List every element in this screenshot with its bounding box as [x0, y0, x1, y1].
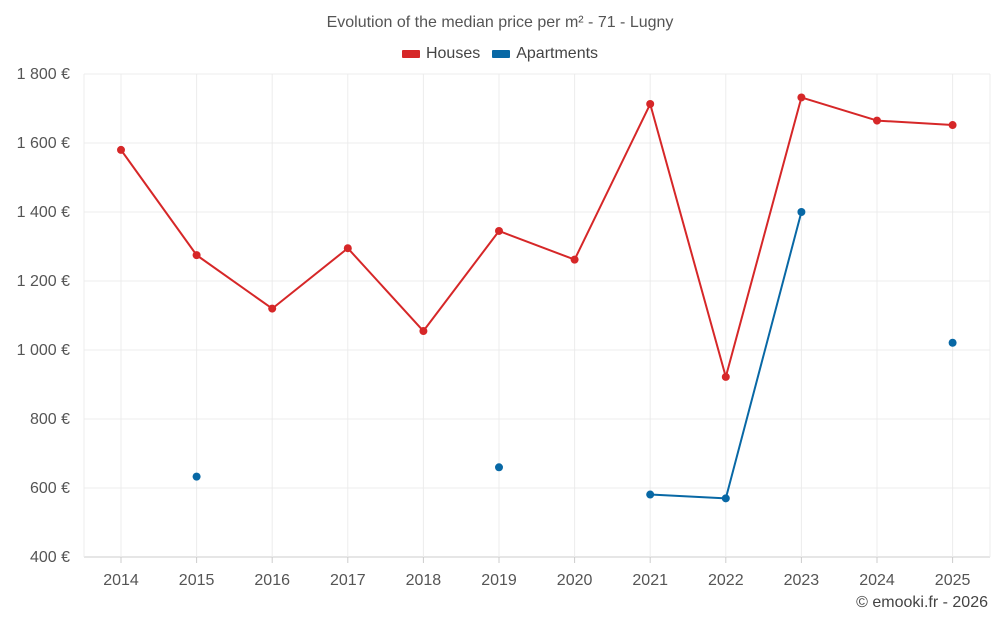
data-point-houses[interactable]: [797, 93, 806, 102]
data-point-apartments[interactable]: [721, 494, 730, 503]
x-tick-label: 2018: [406, 572, 442, 589]
legend-label-houses: Houses: [425, 45, 481, 62]
data-point-houses[interactable]: [192, 251, 201, 260]
x-tick-label: 2022: [708, 572, 744, 589]
legend-swatch-apartments: [492, 50, 511, 58]
y-tick-label: 1 800 €: [17, 66, 70, 83]
legend-item-houses[interactable]: Houses: [401, 45, 481, 63]
x-tick-label: 2014: [103, 572, 139, 589]
x-tick-label: 2019: [481, 572, 517, 589]
data-point-houses[interactable]: [268, 304, 277, 313]
credit-text: © emooki.fr - 2026: [856, 594, 988, 611]
data-point-apartments[interactable]: [646, 490, 655, 499]
grid-layer: [83, 73, 991, 558]
x-tick-label: 2020: [557, 572, 593, 589]
data-point-houses[interactable]: [873, 116, 881, 125]
x-tick-label: 2021: [632, 572, 668, 589]
data-point-apartments[interactable]: [948, 338, 957, 347]
x-tick-label: 2017: [330, 572, 366, 589]
y-tick-label: 1 400 €: [17, 204, 70, 221]
x-tick-label: 2016: [254, 572, 290, 589]
y-tick-label: 800 €: [30, 411, 70, 428]
chart-legend: Houses Apartments: [0, 45, 1000, 63]
data-point-houses[interactable]: [117, 145, 125, 154]
y-tick-label: 600 €: [30, 480, 70, 497]
y-tick-label: 1 200 €: [17, 273, 70, 290]
legend-item-apartments[interactable]: Apartments: [492, 45, 598, 63]
chart-title: Evolution of the median price per m² - 7…: [326, 14, 674, 31]
legend-label-apartments: Apartments: [516, 45, 599, 62]
axis-layer: 1 800 € 1 600 € 1 400 € 1 200 € 1 000 € 800 €…: [17, 66, 971, 589]
x-tick-label: 2025: [935, 572, 971, 589]
data-point-houses[interactable]: [721, 372, 730, 381]
data-point-houses[interactable]: [343, 244, 352, 253]
data-point-houses[interactable]: [419, 327, 428, 336]
series-line-houses: [120, 96, 953, 378]
data-point-houses[interactable]: [495, 226, 503, 235]
x-tick-label: 2024: [859, 572, 895, 589]
data-point-houses[interactable]: [646, 100, 655, 109]
x-tick-label: 2023: [784, 572, 820, 589]
data-point-houses[interactable]: [948, 121, 957, 130]
x-tick-label: 2015: [179, 572, 215, 589]
legend-swatch-houses: [401, 50, 420, 58]
y-tick-label: 1 000 €: [17, 342, 70, 359]
data-point-apartments[interactable]: [797, 208, 806, 216]
series-layer: [117, 93, 957, 503]
y-tick-label: 400 €: [30, 549, 70, 566]
data-point-apartments[interactable]: [495, 463, 503, 472]
y-tick-label: 1 600 €: [17, 135, 70, 152]
data-point-houses[interactable]: [570, 255, 579, 264]
data-point-apartments[interactable]: [192, 472, 201, 481]
